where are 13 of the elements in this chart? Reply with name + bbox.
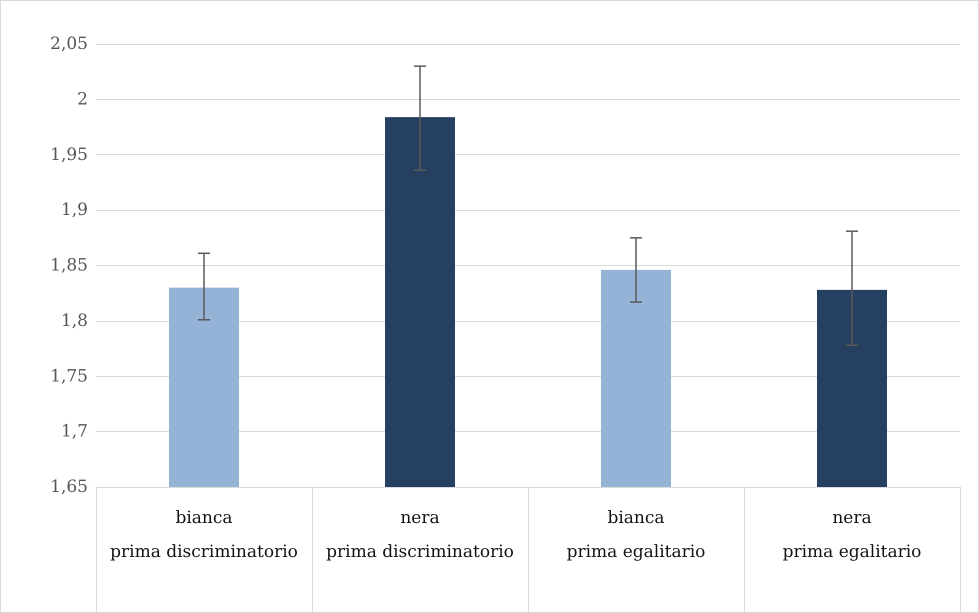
y-tick-label: 1,95 <box>50 144 88 165</box>
x-tick-label: nera prima egalitario <box>782 508 922 562</box>
y-tick-label: 1,9 <box>60 200 88 220</box>
y-tick-label: 1,8 <box>60 310 88 331</box>
y-tick-label: 1,85 <box>50 256 88 276</box>
x-tick-label: bianca prima egalitario <box>566 508 706 562</box>
y-tick-label: 1,75 <box>50 366 88 386</box>
x-tick-label: nera prima discriminatorio <box>326 508 514 562</box>
y-tick-label: 1,65 <box>50 477 88 497</box>
y-tick-label: 2,05 <box>50 34 88 54</box>
y-tick-label: 2 <box>77 89 88 110</box>
x-tick-label: bianca prima discriminatorio <box>110 508 298 562</box>
y-tick-label: 1,7 <box>60 422 88 442</box>
